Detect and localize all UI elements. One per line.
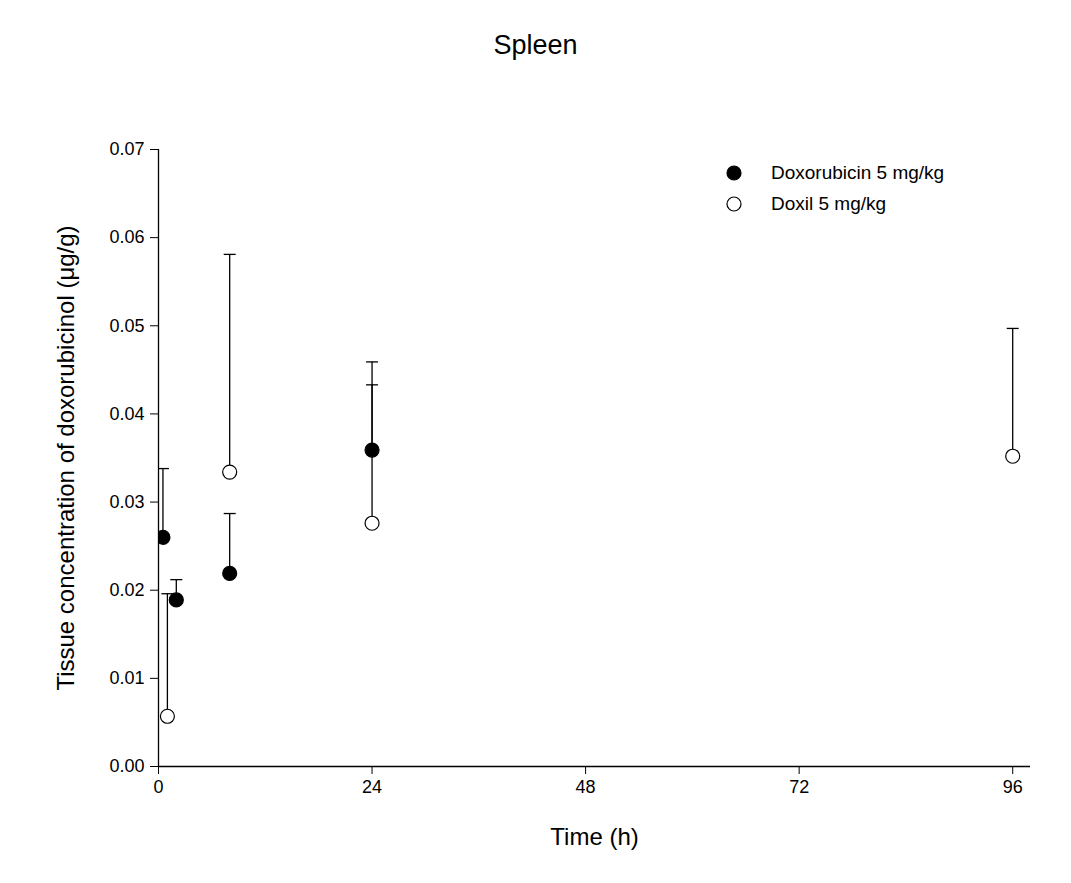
svg-text:0.04: 0.04 xyxy=(109,404,144,424)
svg-text:Tissue concentration of doxoru: Tissue concentration of doxorubicinol (μ… xyxy=(52,225,79,690)
svg-text:0.03: 0.03 xyxy=(109,492,144,512)
svg-text:0.01: 0.01 xyxy=(109,668,144,688)
svg-text:0.05: 0.05 xyxy=(109,316,144,336)
svg-text:0.06: 0.06 xyxy=(109,227,144,247)
svg-text:24: 24 xyxy=(362,777,382,797)
svg-text:Time (h): Time (h) xyxy=(550,823,638,850)
html-text:Spleen: Spleen xyxy=(493,30,578,60)
html-text:Doxorubicin 5 mg/kg: Doxorubicin 5 mg/kg xyxy=(771,161,945,183)
svg-text:0.00: 0.00 xyxy=(109,756,144,776)
svg-text:96: 96 xyxy=(1003,777,1023,797)
svg-text:72: 72 xyxy=(789,777,809,797)
html-text:Doxil 5 mg/kg: Doxil 5 mg/kg xyxy=(771,192,887,214)
svg-text:0.07: 0.07 xyxy=(109,139,144,159)
svg-text:0.02: 0.02 xyxy=(109,580,144,600)
svg-text:48: 48 xyxy=(576,777,596,797)
svg-text:0: 0 xyxy=(153,777,163,797)
